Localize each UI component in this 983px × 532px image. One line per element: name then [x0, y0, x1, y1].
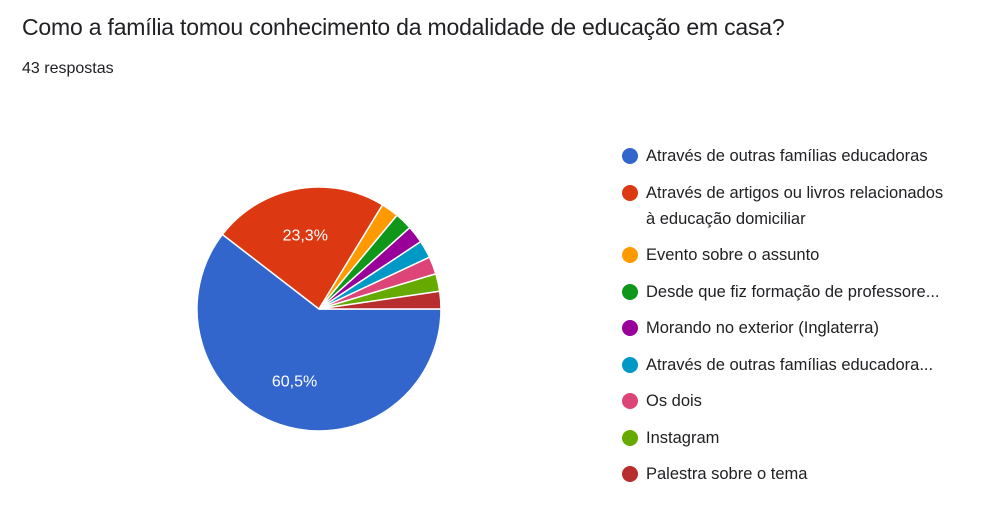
legend-label: Através de outras famílias educadora...: [646, 355, 934, 374]
pie-slice-label: 23,3%: [283, 228, 328, 245]
legend-swatch: [622, 247, 638, 263]
legend-item[interactable]: Através de outras famílias educadoras: [622, 143, 972, 169]
legend-item[interactable]: Desde que fiz formação de professore...: [622, 279, 972, 305]
legend-label: Desde que fiz formação de professore...: [646, 282, 940, 301]
legend-item[interactable]: Através de artigos ou livros relacionado…: [622, 180, 972, 232]
legend-item[interactable]: Palestra sobre o tema: [622, 461, 972, 487]
legend-swatch: [622, 320, 638, 336]
pie-slice[interactable]: [221, 186, 384, 311]
legend-swatch: [622, 393, 638, 409]
legend-label: Através de artigos ou livros relacionado…: [646, 183, 944, 228]
legend-swatch: [622, 466, 638, 482]
response-count: 43 respostas: [22, 60, 114, 77]
legend-swatch: [622, 283, 638, 300]
legend-item[interactable]: Através de outras famílias educadora...: [622, 352, 972, 378]
legend-swatch: [622, 148, 638, 164]
pie-slice-label: 60,5%: [272, 374, 317, 391]
legend-item[interactable]: Evento sobre o assunto: [622, 242, 972, 268]
legend-label: Palestra sobre o tema: [646, 465, 808, 483]
legend-label: Instagram: [646, 428, 720, 447]
legend-label: Morando no exterior (Inglaterra): [646, 319, 879, 337]
legend-item[interactable]: Os dois: [622, 388, 972, 414]
pie-slice[interactable]: [318, 290, 442, 310]
chart-title: Como a família tomou conhecimento da mod…: [22, 14, 785, 40]
legend-item[interactable]: Morando no exterior (Inglaterra): [622, 315, 972, 341]
legend-item[interactable]: Instagram: [622, 425, 972, 451]
legend-swatch: [622, 184, 638, 201]
chart-legend: Através de outras famílias educadoras Atr…: [622, 143, 972, 498]
legend-swatch: [622, 356, 638, 373]
legend-label: Através de outras famílias educadoras: [646, 147, 928, 165]
legend-label: Evento sobre o assunto: [646, 246, 820, 264]
legend-label: Os dois: [646, 392, 702, 410]
pie-slice[interactable]: [196, 233, 442, 432]
legend-swatch: [622, 429, 638, 446]
